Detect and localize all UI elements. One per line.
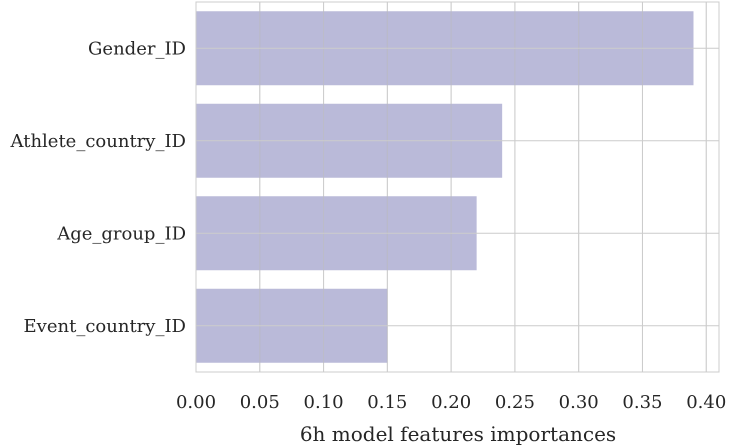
- x-tick-label: 0.40: [686, 392, 726, 413]
- x-tick-label: 0.25: [495, 392, 535, 413]
- y-tick-label: Age_group_ID: [56, 223, 186, 244]
- y-tick-label: Gender_ID: [88, 38, 186, 59]
- x-tick-label: 0.20: [431, 392, 471, 413]
- y-tick-label: Athlete_country_ID: [10, 131, 186, 152]
- y-tick-label: Event_country_ID: [24, 316, 186, 337]
- x-tick-label: 0.05: [240, 392, 280, 413]
- bar-layer: [196, 11, 694, 363]
- plot-frame: [195, 1, 720, 373]
- x-axis-label: 6h model features importances: [300, 422, 616, 446]
- x-tick-label: 0.00: [176, 392, 216, 413]
- y-tick-labels: Gender_ID Athlete_country_ID Age_group_ID E…: [10, 38, 186, 337]
- x-tick-labels: 0.00 0.05 0.10 0.15 0.20 0.25 0.30 0.35 0.40: [176, 392, 726, 413]
- x-tick-label: 0.35: [622, 392, 662, 413]
- horizontal-grid-layer: [195, 2, 719, 372]
- x-tick-label: 0.15: [367, 392, 407, 413]
- x-tick-label: 0.10: [304, 392, 344, 413]
- x-tick-label: 0.30: [559, 392, 599, 413]
